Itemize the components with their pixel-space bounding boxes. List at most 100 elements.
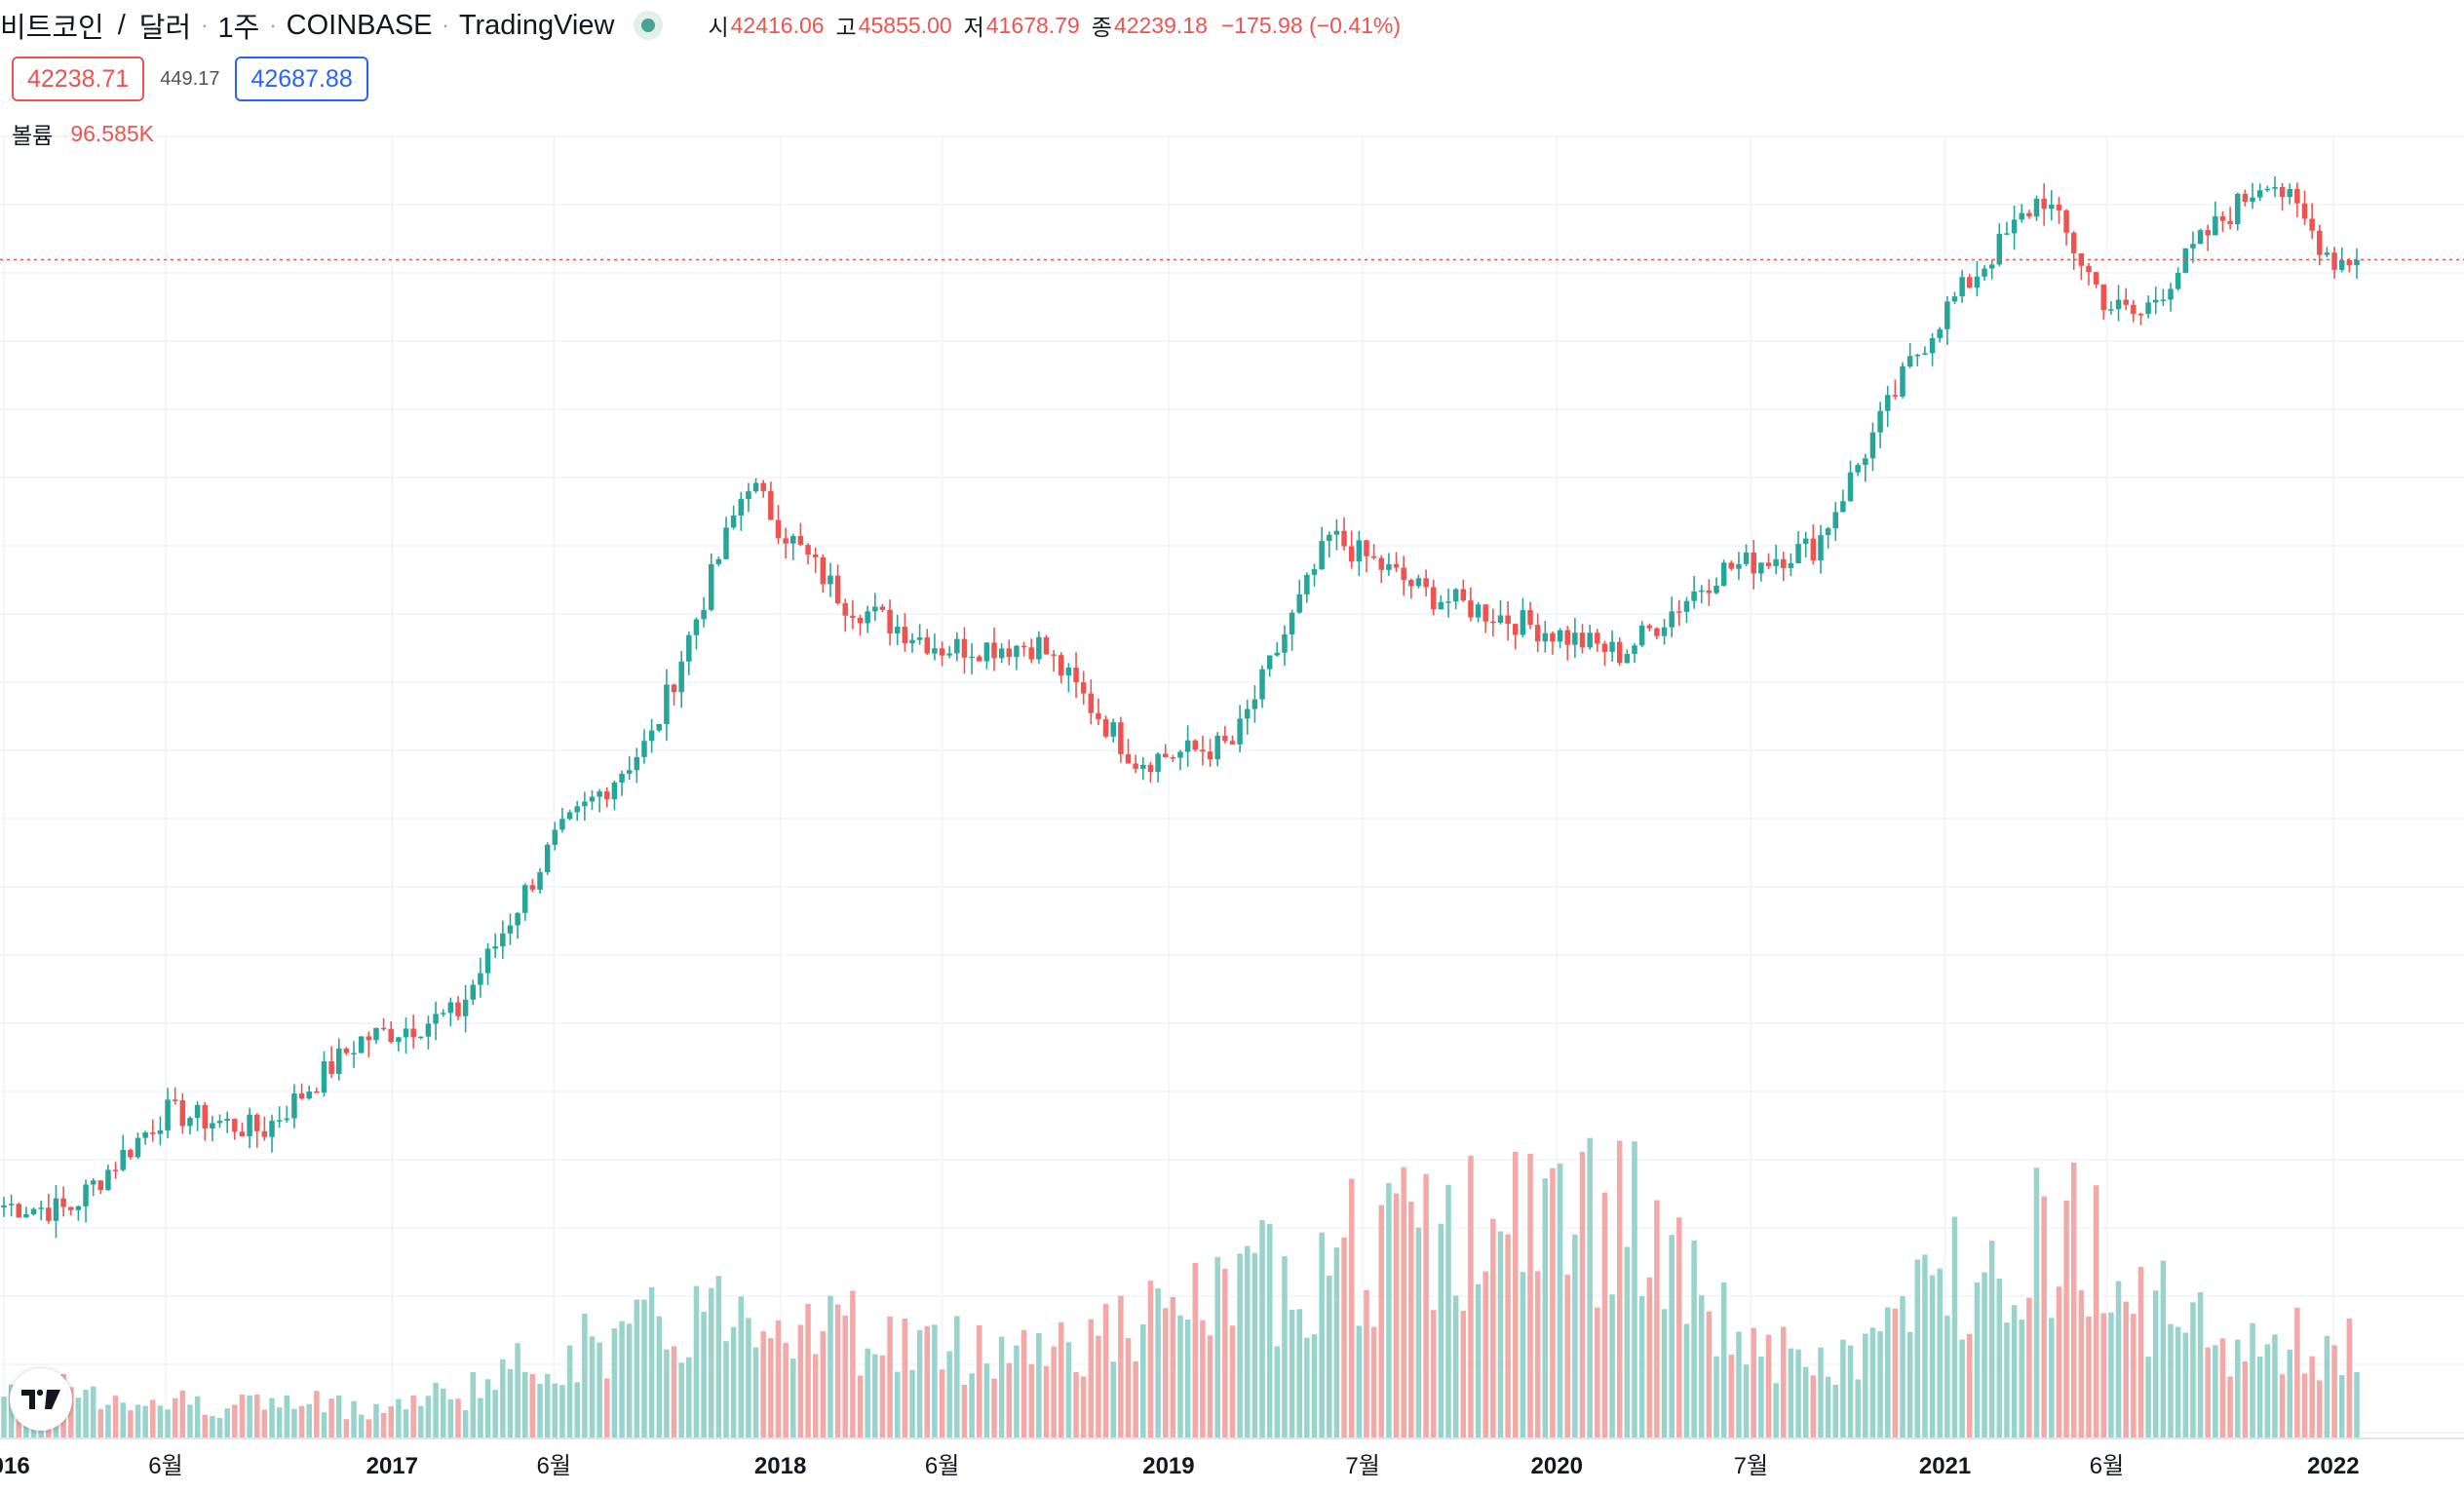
candle-body xyxy=(708,563,714,610)
candle-body xyxy=(1140,764,1146,769)
candle-body xyxy=(2093,272,2099,285)
candle-body xyxy=(1781,558,1787,568)
volume-bar xyxy=(321,1412,327,1438)
volume-bar xyxy=(83,1390,89,1438)
candle-body xyxy=(2235,193,2241,225)
volume-bar xyxy=(2160,1260,2167,1438)
candle-body xyxy=(634,756,640,771)
volume-bar xyxy=(1691,1240,1697,1438)
candle-body xyxy=(1415,578,1422,587)
volume-bar xyxy=(1609,1294,1615,1438)
volume-bar xyxy=(216,1418,223,1438)
candle-body xyxy=(194,1104,201,1119)
buy-price-box[interactable]: 42687.88 xyxy=(235,57,368,101)
candle-body xyxy=(500,933,506,947)
volume-bar xyxy=(2026,1297,2032,1438)
time-axis: 2016 6월 2017 6월 2018 6월 2019 7월 2020 7월 2021 6월 2022 xyxy=(0,1453,2360,1479)
candle-body xyxy=(425,1023,432,1037)
volume-bar xyxy=(1527,1153,1533,1438)
volume-bar xyxy=(1370,1326,1377,1438)
volume-bar xyxy=(1550,1168,1556,1438)
volume-bar xyxy=(1304,1337,1310,1438)
open-value: 42416.06 xyxy=(730,12,825,38)
volume-bar xyxy=(1147,1281,1154,1438)
candle-body xyxy=(1319,541,1325,570)
candle-body xyxy=(112,1169,119,1171)
volume-bar xyxy=(946,1351,952,1438)
candle-body xyxy=(879,606,886,610)
volume-bar xyxy=(1751,1327,1756,1438)
time-axis-label: 2020 xyxy=(1531,1453,1583,1479)
candle-body xyxy=(790,536,796,544)
candle-body xyxy=(1370,555,1377,558)
volume-bar xyxy=(150,1399,156,1438)
symbol-name[interactable]: 비트코인 xyxy=(0,13,104,44)
volume-bar xyxy=(2272,1334,2278,1438)
candle-body xyxy=(1832,512,1839,529)
time-axis-label: 2018 xyxy=(754,1453,806,1479)
candle-body xyxy=(1,1205,7,1207)
volume-bar xyxy=(1967,1333,1973,1438)
candle-body xyxy=(2131,304,2137,315)
volume-bar xyxy=(916,1329,923,1438)
tradingview-logo-icon[interactable] xyxy=(10,1368,72,1431)
candle-body xyxy=(2182,248,2189,273)
volume-bar xyxy=(2182,1332,2189,1438)
volume-bar xyxy=(1088,1319,1095,1438)
volume-bar xyxy=(507,1368,514,1438)
candle-body xyxy=(1505,615,1511,625)
candle-body xyxy=(969,656,975,659)
candle-body xyxy=(1170,756,1176,759)
volume-bar xyxy=(202,1414,209,1438)
volume-bar xyxy=(2093,1185,2099,1438)
volume-bar xyxy=(2041,1196,2047,1438)
volume-bar xyxy=(2354,1371,2360,1438)
volume-bar xyxy=(1080,1376,1087,1438)
volume-bar xyxy=(2205,1347,2211,1438)
volume-bar xyxy=(1587,1137,1593,1438)
candle-body xyxy=(2033,198,2040,217)
volume-bar xyxy=(648,1286,655,1438)
candle-body xyxy=(2168,288,2174,300)
candle-body xyxy=(671,684,677,693)
candle-body xyxy=(1147,764,1154,773)
candle-body xyxy=(872,606,878,612)
volume-bar xyxy=(2131,1314,2137,1438)
candle-body xyxy=(812,555,819,557)
interval-label[interactable]: 1주 xyxy=(217,13,260,44)
volume-bar xyxy=(664,1349,670,1438)
candle-body xyxy=(1713,585,1719,593)
candle-body xyxy=(507,925,514,934)
candle-body xyxy=(1683,600,1690,612)
candle-body xyxy=(1296,593,1302,613)
volume-bar xyxy=(1445,1184,1451,1438)
volume-bar xyxy=(1676,1217,1682,1438)
candle-body xyxy=(1327,534,1332,542)
volume-bar xyxy=(1698,1295,1705,1438)
volume-bar xyxy=(566,1345,573,1438)
exchange-label: COINBASE xyxy=(286,9,433,41)
candle-body xyxy=(1624,653,1631,664)
candle-body xyxy=(2317,230,2323,255)
volume-bar xyxy=(2019,1319,2024,1438)
volume-bar xyxy=(1341,1237,1347,1438)
candle-body xyxy=(1534,625,1541,642)
volume-bar xyxy=(894,1371,901,1438)
volume-bar xyxy=(1632,1141,1637,1438)
candle-body xyxy=(1177,751,1183,758)
volume-bar xyxy=(2338,1375,2345,1438)
volume-bar xyxy=(715,1276,722,1438)
candle-body xyxy=(1229,741,1236,745)
candle-body xyxy=(648,730,655,742)
tradingview-logo-mark xyxy=(21,1389,60,1409)
candle-body xyxy=(820,556,827,585)
candle-body xyxy=(83,1184,89,1206)
sell-price-box[interactable]: 42238.71 xyxy=(12,57,145,101)
volume-bar xyxy=(276,1407,283,1438)
market-status-icon[interactable] xyxy=(634,11,664,40)
candle-body xyxy=(1200,749,1206,752)
open-label: 시 xyxy=(708,15,729,40)
volume-bar xyxy=(1020,1329,1027,1438)
volume-bar xyxy=(1170,1296,1176,1438)
